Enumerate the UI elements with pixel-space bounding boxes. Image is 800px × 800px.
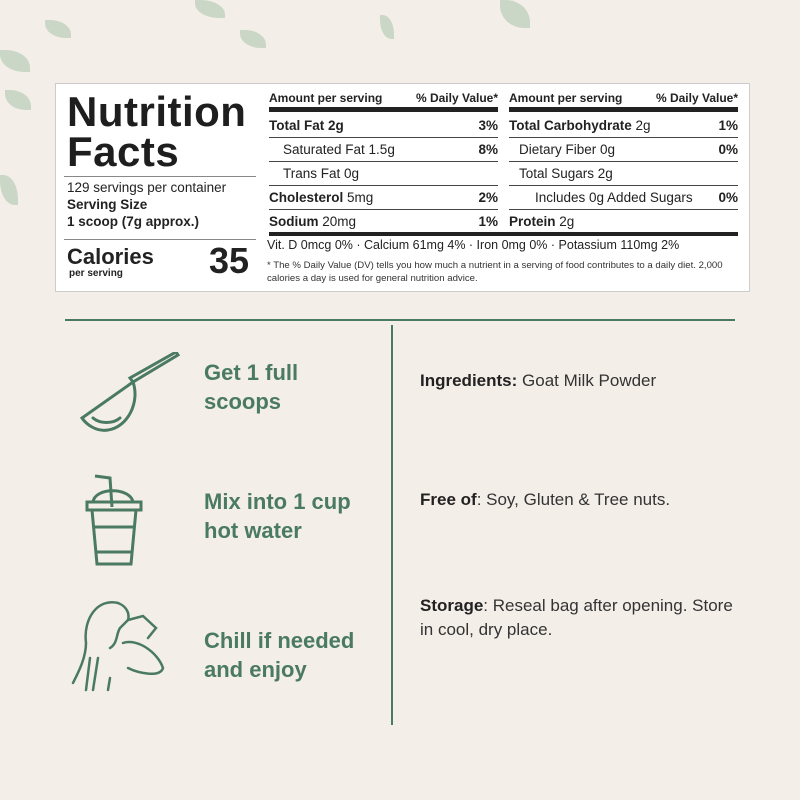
nutrient-name: Total Fat 2g	[269, 118, 344, 133]
nutrient-row: Protein 2g	[509, 210, 738, 234]
nutrient-row: Total Sugars 2g	[509, 162, 738, 186]
daily-value: 2%	[478, 190, 498, 205]
daily-value: 1%	[718, 118, 738, 133]
step-2-text: Mix into 1 cup hot water	[204, 489, 351, 543]
nutrient-row: Cholesterol 5mg 2%	[269, 186, 498, 210]
step-3-text: Chill if needed and enjoy	[204, 628, 355, 682]
step-1-text: Get 1 full scoops	[204, 360, 299, 414]
nutrient-row: Total Fat 2g 3%	[269, 114, 498, 138]
nutrient-row: Includes 0g Added Sugars 0%	[509, 186, 738, 210]
free-of-info: Free of: Soy, Gluten & Tree nuts.	[420, 490, 671, 509]
nutrient-name: Total Sugars 2g	[519, 166, 613, 181]
divider	[65, 319, 735, 321]
leaf-decoration	[0, 175, 18, 205]
leaf-decoration	[5, 90, 31, 110]
nutrient-row: Total Carbohydrate 2g 1%	[509, 114, 738, 138]
daily-value: 0%	[718, 142, 738, 157]
storage-info: Storage: Reseal bag after opening. Store…	[420, 596, 733, 639]
calories-sub: per serving	[69, 268, 123, 279]
nutrient-name: Protein 2g	[509, 214, 575, 229]
leaf-decoration	[0, 50, 30, 72]
table-header: Amount per serving% Daily Value*	[509, 91, 738, 105]
nutrient-row: Dietary Fiber 0g 0%	[509, 138, 738, 162]
footnote: * The % Daily Value (DV) tells you how m…	[267, 260, 723, 284]
calories-label: Calories	[67, 244, 154, 269]
scoop-icon	[79, 352, 181, 432]
nutrient-name: Dietary Fiber 0g	[519, 142, 616, 157]
nutrient-name: Includes 0g Added Sugars	[535, 190, 693, 205]
nutrient-name: Total Carbohydrate 2g	[509, 118, 651, 133]
nutrient-name: Saturated Fat 1.5g	[283, 142, 395, 157]
leaf-decoration	[500, 0, 530, 28]
serving-size-label: Serving Size	[67, 197, 148, 212]
woman-drinking-icon	[71, 600, 165, 692]
leaf-decoration	[195, 0, 225, 18]
cup-icon	[85, 474, 143, 566]
leaf-decoration	[45, 20, 71, 38]
ingredients-info: Ingredients: Goat Milk Powder	[420, 371, 657, 390]
servings-per-container: 129 servings per container	[67, 180, 227, 195]
nutrient-row: Saturated Fat 1.5g 8%	[269, 138, 498, 162]
nutrition-title: Nutrition Facts	[67, 88, 247, 175]
daily-value: 0%	[718, 190, 738, 205]
calories-value: 35	[209, 240, 250, 281]
leaf-decoration	[380, 15, 394, 39]
serving-size-value: 1 scoop (7g approx.)	[67, 214, 200, 229]
daily-value: 8%	[478, 142, 498, 157]
table-header: Amount per serving% Daily Value*	[269, 91, 498, 105]
divider	[391, 325, 393, 725]
daily-value: 1%	[478, 214, 498, 229]
leaf-decoration	[240, 30, 266, 48]
nutrient-row: Trans Fat 0g	[269, 162, 498, 186]
daily-value: 3%	[478, 118, 498, 133]
nutrient-name: Sodium 20mg	[269, 214, 357, 229]
vitamins-line: Vit. D 0mcg 0% · Calcium 61mg 4% · Iron …	[267, 238, 680, 252]
nutrient-name: Cholesterol 5mg	[269, 190, 374, 205]
nutrient-name: Trans Fat 0g	[283, 166, 360, 181]
nutrient-row: Sodium 20mg 1%	[269, 210, 498, 234]
nutrition-facts-label: Nutrition Facts 129 servings per containe…	[55, 83, 750, 292]
